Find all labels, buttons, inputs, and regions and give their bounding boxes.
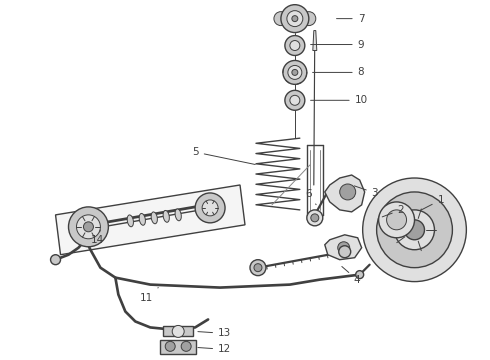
Text: 6: 6 bbox=[305, 189, 316, 205]
Text: 3: 3 bbox=[354, 186, 378, 198]
Circle shape bbox=[302, 12, 316, 26]
Circle shape bbox=[285, 36, 305, 55]
Text: 12: 12 bbox=[198, 345, 231, 354]
Text: 13: 13 bbox=[198, 328, 231, 338]
Circle shape bbox=[69, 207, 108, 247]
Circle shape bbox=[363, 178, 466, 282]
Polygon shape bbox=[325, 235, 362, 260]
Polygon shape bbox=[313, 31, 317, 50]
Circle shape bbox=[250, 260, 266, 276]
Circle shape bbox=[394, 210, 435, 250]
Circle shape bbox=[172, 325, 184, 337]
Circle shape bbox=[202, 200, 218, 216]
Ellipse shape bbox=[127, 215, 133, 227]
Circle shape bbox=[339, 246, 351, 258]
Circle shape bbox=[281, 5, 309, 32]
Circle shape bbox=[76, 215, 100, 239]
Polygon shape bbox=[55, 185, 245, 255]
Circle shape bbox=[340, 184, 356, 200]
Circle shape bbox=[356, 271, 364, 279]
Circle shape bbox=[195, 193, 225, 223]
Polygon shape bbox=[325, 175, 365, 212]
Circle shape bbox=[283, 60, 307, 84]
Circle shape bbox=[274, 12, 288, 26]
Circle shape bbox=[307, 210, 323, 226]
Circle shape bbox=[287, 11, 303, 27]
Text: 2: 2 bbox=[382, 205, 404, 217]
Text: 8: 8 bbox=[313, 67, 364, 77]
Circle shape bbox=[254, 264, 262, 272]
Circle shape bbox=[288, 66, 302, 80]
Text: 1: 1 bbox=[420, 195, 444, 211]
Ellipse shape bbox=[139, 213, 146, 225]
Circle shape bbox=[50, 255, 61, 265]
Circle shape bbox=[387, 210, 407, 230]
Ellipse shape bbox=[175, 209, 181, 221]
Text: 9: 9 bbox=[311, 40, 364, 50]
Circle shape bbox=[379, 202, 415, 238]
Text: 10: 10 bbox=[311, 95, 368, 105]
Circle shape bbox=[292, 15, 298, 22]
Circle shape bbox=[165, 341, 175, 351]
Circle shape bbox=[285, 90, 305, 110]
Text: 14: 14 bbox=[91, 230, 104, 245]
Circle shape bbox=[290, 41, 300, 50]
Text: 11: 11 bbox=[140, 288, 158, 302]
Polygon shape bbox=[163, 327, 193, 336]
Text: 5: 5 bbox=[192, 147, 255, 165]
Text: 4: 4 bbox=[342, 266, 360, 285]
Text: 7: 7 bbox=[337, 14, 364, 24]
Polygon shape bbox=[160, 340, 196, 354]
Circle shape bbox=[405, 220, 424, 240]
Circle shape bbox=[292, 69, 298, 75]
Circle shape bbox=[377, 192, 452, 268]
Circle shape bbox=[290, 95, 300, 105]
Circle shape bbox=[338, 242, 350, 254]
Circle shape bbox=[181, 341, 191, 351]
Circle shape bbox=[311, 214, 319, 222]
Circle shape bbox=[83, 222, 94, 232]
Ellipse shape bbox=[151, 212, 157, 224]
Ellipse shape bbox=[163, 211, 170, 222]
